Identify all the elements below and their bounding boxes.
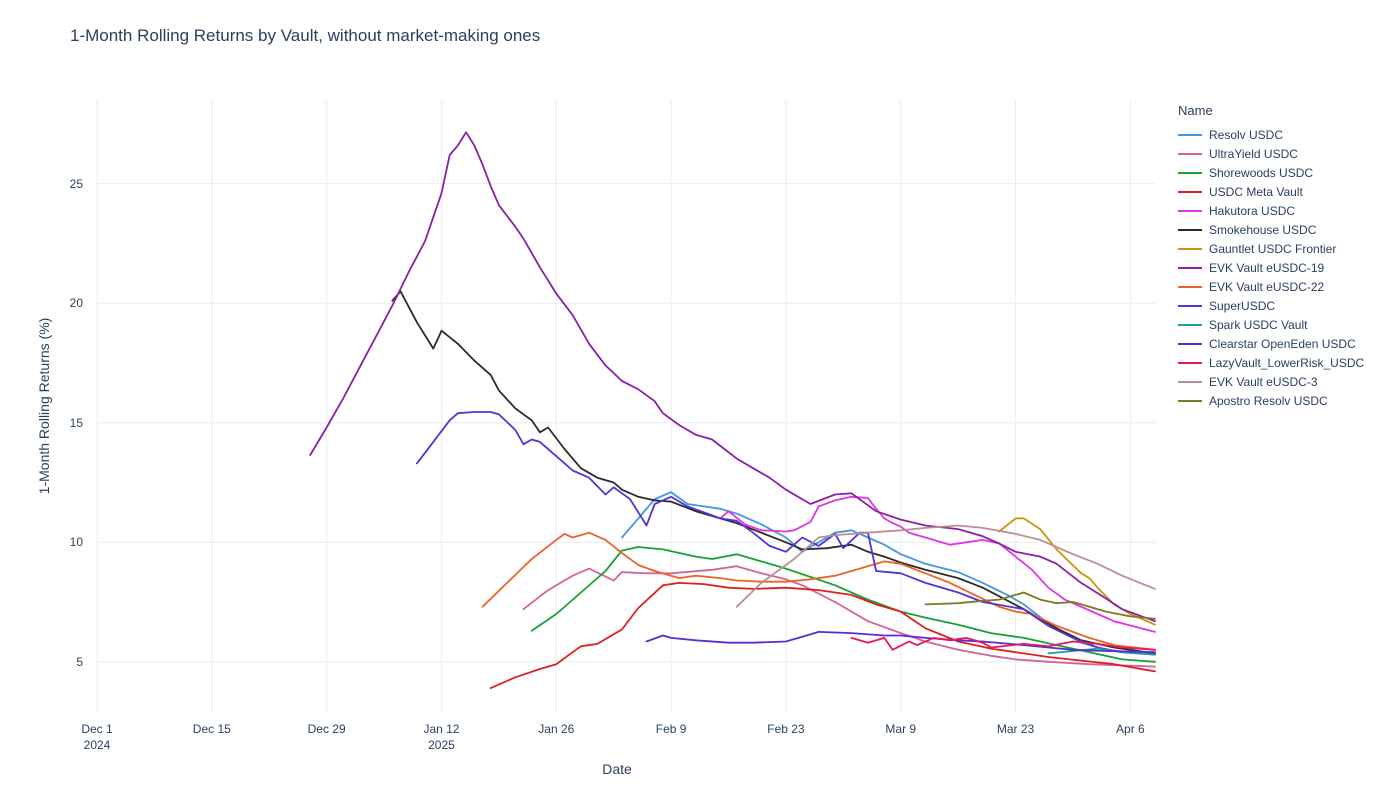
legend-item-usdc-meta-vault[interactable]: USDC Meta Vault xyxy=(1178,182,1364,201)
legend-line-swatch xyxy=(1178,133,1202,136)
legend-label: EVK Vault eUSDC-22 xyxy=(1209,279,1325,294)
legend-label: USDC Meta Vault xyxy=(1209,184,1303,199)
y-tick-label: 10 xyxy=(69,535,83,550)
legend: Name Resolv USDC UltraYield USDC Shorewood… xyxy=(1178,103,1364,410)
legend-item-gauntlet-usdc-frontier[interactable]: Gauntlet USDC Frontier xyxy=(1178,239,1364,258)
x-tick-label: Feb 9 xyxy=(655,722,687,736)
legend-label: Clearstar OpenEden USDC xyxy=(1209,336,1356,351)
legend-line-swatch xyxy=(1178,304,1202,307)
legend-label: Shorewoods USDC xyxy=(1209,165,1314,180)
legend-line-swatch xyxy=(1178,171,1202,174)
legend-item-spark-usdc-vault[interactable]: Spark USDC Vault xyxy=(1178,315,1364,334)
legend-item-apostro-resolv-usdc[interactable]: Apostro Resolv USDC xyxy=(1178,391,1364,410)
legend-line-swatch xyxy=(1178,399,1202,402)
legend-label: Gauntlet USDC Frontier xyxy=(1209,241,1337,256)
legend-label: Resolv USDC xyxy=(1209,127,1284,142)
legend-line-swatch xyxy=(1178,361,1202,364)
series-line-shorewoods-usdc xyxy=(530,546,1156,663)
x-tick-year-label: 2025 xyxy=(428,738,455,752)
y-axis-title: 1-Month Rolling Returns (%) xyxy=(36,317,52,495)
y-tick-label: 15 xyxy=(69,415,83,430)
legend-item-hakutora-usdc[interactable]: Hakutora USDC xyxy=(1178,201,1364,220)
series-line-resolv-usdc xyxy=(621,491,1156,656)
legend-label: SuperUSDC xyxy=(1209,298,1276,313)
legend-line-swatch xyxy=(1178,285,1202,288)
series-line-apostro-resolv-usdc xyxy=(924,591,1156,620)
series-line-ultrayield-usdc xyxy=(522,565,1156,668)
x-tick-label: Feb 23 xyxy=(767,722,805,736)
series-line-clearstar-openeden-usdc xyxy=(645,631,1156,654)
series-line-evk-vault-eusdc-22 xyxy=(481,531,1156,651)
legend-item-ultrayield-usdc[interactable]: UltraYield USDC xyxy=(1178,144,1364,163)
legend-item-evk-vault-eusdc-3[interactable]: EVK Vault eUSDC-3 xyxy=(1178,372,1364,391)
legend-item-shorewoods-usdc[interactable]: Shorewoods USDC xyxy=(1178,163,1364,182)
legend-item-lazyvault-lowerrisk-usdc[interactable]: LazyVault_LowerRisk_USDC xyxy=(1178,353,1364,372)
legend-title: Name xyxy=(1178,103,1213,118)
series-line-usdc-meta-vault xyxy=(489,582,1156,689)
legend-line-swatch xyxy=(1178,152,1202,155)
chart-title: 1-Month Rolling Returns by Vault, withou… xyxy=(70,26,541,45)
series-line-superusdc xyxy=(416,411,1156,656)
x-tick-label: Mar 9 xyxy=(885,722,917,736)
series-line-evk-vault-eusdc-19 xyxy=(309,131,1156,623)
legend-line-swatch xyxy=(1178,228,1202,231)
legend-label: EVK Vault eUSDC-19 xyxy=(1209,260,1325,275)
legend-line-swatch xyxy=(1178,266,1202,269)
legend-line-swatch xyxy=(1178,209,1202,212)
legend-label: LazyVault_LowerRisk_USDC xyxy=(1209,355,1365,370)
x-tick-year-label: 2024 xyxy=(83,738,111,752)
legend-line-swatch xyxy=(1178,342,1202,345)
legend-line-swatch xyxy=(1178,323,1202,326)
x-axis-title: Date xyxy=(602,761,632,777)
x-tick-label: Jan 26 xyxy=(538,722,575,736)
legend-item-evk-vault-eusdc-22[interactable]: EVK Vault eUSDC-22 xyxy=(1178,277,1364,296)
legend-label: Hakutora USDC xyxy=(1209,203,1296,218)
legend-label: UltraYield USDC xyxy=(1209,146,1298,161)
series-line-hakutora-usdc xyxy=(719,495,1156,633)
x-tick-label: Mar 23 xyxy=(996,722,1035,736)
legend-label: Apostro Resolv USDC xyxy=(1209,393,1328,408)
x-tick-label: Jan 12 2025 xyxy=(396,721,486,753)
legend-item-smokehouse-usdc[interactable]: Smokehouse USDC xyxy=(1178,220,1364,239)
series-line-spark-usdc-vault xyxy=(1047,647,1156,656)
y-tick-label: 5 xyxy=(76,654,83,669)
legend-line-swatch xyxy=(1178,247,1202,250)
legend-line-swatch xyxy=(1178,380,1202,383)
legend-item-evk-vault-eusdc-19[interactable]: EVK Vault eUSDC-19 xyxy=(1178,258,1364,277)
legend-item-resolv-usdc[interactable]: Resolv USDC xyxy=(1178,125,1364,144)
series-line-lazyvault-lowerrisk-usdc xyxy=(850,637,1156,651)
y-tick-label: 25 xyxy=(69,176,83,191)
legend-label: Smokehouse USDC xyxy=(1209,222,1317,237)
legend-label: EVK Vault eUSDC-3 xyxy=(1209,374,1318,389)
legend-item-superusdc[interactable]: SuperUSDC xyxy=(1178,296,1364,315)
y-tick-label: 20 xyxy=(69,296,83,311)
x-tick-label: Apr 6 xyxy=(1116,722,1145,736)
legend-label: Spark USDC Vault xyxy=(1209,317,1308,332)
series-line-evk-vault-eusdc-3 xyxy=(735,524,1156,608)
x-tick-label: Dec 1 2024 xyxy=(52,721,142,753)
legend-line-swatch xyxy=(1178,190,1202,193)
legend-item-clearstar-openeden-usdc[interactable]: Clearstar OpenEden USDC xyxy=(1178,334,1364,353)
x-tick-label: Dec 29 xyxy=(307,722,346,736)
x-tick-label: Dec 15 xyxy=(192,722,231,736)
